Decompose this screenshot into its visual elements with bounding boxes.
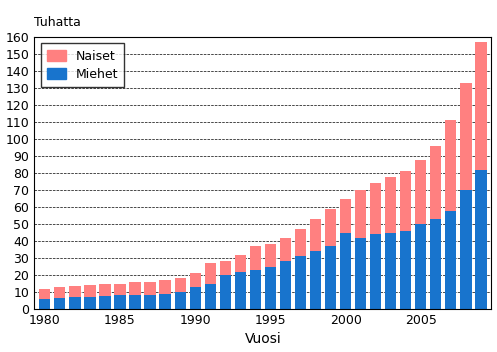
Bar [174,278,186,292]
Bar [295,229,306,256]
Bar [280,238,291,262]
Bar [310,251,321,309]
Bar [310,219,321,251]
Bar [249,246,261,270]
Bar [370,183,381,234]
Bar [114,295,126,309]
Bar [145,295,156,309]
Bar [445,210,456,309]
Bar [69,297,81,309]
Bar [84,297,95,309]
Bar [280,262,291,309]
Bar [340,199,351,233]
Bar [430,146,441,219]
Bar [99,284,111,296]
Bar [69,286,81,297]
Bar [99,296,111,309]
Bar [325,246,336,309]
Bar [189,287,201,309]
Bar [385,233,396,309]
Bar [235,254,246,272]
Bar [129,295,141,309]
Bar [385,177,396,233]
Text: Tuhatta: Tuhatta [34,16,81,29]
Bar [340,233,351,309]
Bar [265,245,276,266]
Bar [400,171,412,231]
Bar [325,209,336,246]
Bar [460,83,472,190]
Bar [220,262,231,275]
Bar [189,274,201,287]
Bar [355,190,366,238]
Bar [160,294,171,309]
Bar [220,275,231,309]
Legend: Naiset, Miehet: Naiset, Miehet [41,44,124,87]
Bar [295,256,306,309]
Bar [249,270,261,309]
Bar [445,120,456,210]
Bar [460,190,472,309]
Bar [129,282,141,295]
Bar [415,159,426,224]
Bar [160,280,171,294]
Bar [205,284,216,309]
Bar [370,234,381,309]
Bar [235,272,246,309]
Bar [114,284,126,295]
Bar [475,42,487,170]
Bar [355,238,366,309]
Bar [430,219,441,309]
Bar [54,298,66,309]
Bar [54,287,66,298]
Bar [39,299,51,309]
Bar [174,292,186,309]
Bar [265,266,276,309]
Bar [415,224,426,309]
Bar [400,231,412,309]
Bar [145,282,156,295]
X-axis label: Vuosi: Vuosi [245,332,281,346]
Bar [475,170,487,309]
Bar [84,285,95,297]
Bar [205,263,216,284]
Bar [39,289,51,299]
